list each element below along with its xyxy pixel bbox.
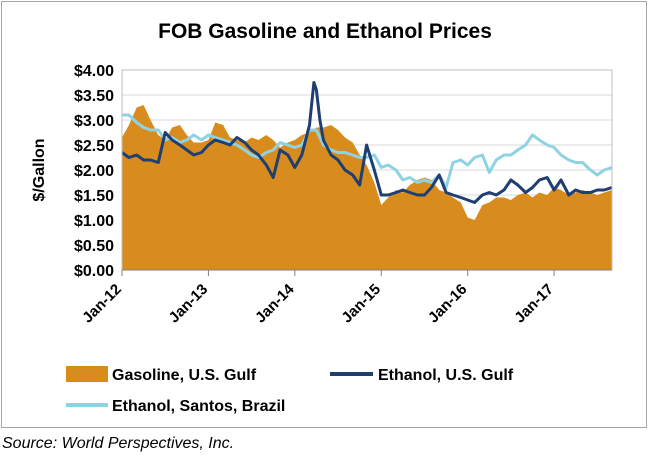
- y-tick-label: $0.50: [74, 238, 114, 255]
- ethanol-brazil-line-series: [122, 113, 613, 189]
- y-axis-ticks: $0.00 $0.50 $1.00 $1.50 $2.00 $2.50 $3.00 $3.50…: [74, 63, 114, 280]
- y-tick-label: $2.00: [74, 163, 114, 180]
- source-note: Source: World Perspectives, Inc.: [2, 435, 235, 452]
- x-tick-label: Jan-16: [425, 281, 471, 327]
- y-axis-label: $/Gallon: [31, 138, 48, 201]
- y-tick-label: $3.50: [74, 88, 114, 105]
- x-tick-label: Jan-14: [252, 280, 298, 326]
- legend: Gasoline, U.S. Gulf Ethanol, U.S. Gulf E…: [66, 366, 514, 415]
- y-tick-label: $0.00: [74, 263, 114, 280]
- ethanol-us-line-series: [121, 81, 613, 204]
- y-tick-label: $3.00: [74, 113, 114, 130]
- x-tick-label: Jan-15: [338, 281, 384, 327]
- x-axis-ticks: Jan-12 Jan-13 Jan-14 Jan-15 Jan-16 Jan-17: [79, 270, 557, 326]
- legend-label-gasoline: Gasoline, U.S. Gulf: [112, 367, 257, 384]
- x-tick-label: Jan-13: [166, 281, 212, 327]
- y-tick-label: $2.50: [74, 138, 114, 155]
- legend-label-ethanol-brazil: Ethanol, Santos, Brazil: [112, 398, 285, 415]
- y-tick-label: $4.00: [74, 63, 114, 80]
- y-tick-label: $1.50: [74, 188, 114, 205]
- chart-title: FOB Gasoline and Ethanol Prices: [158, 20, 492, 43]
- y-tick-label: $1.00: [74, 213, 114, 230]
- x-tick-label: Jan-17: [511, 281, 557, 327]
- x-tick-label: Jan-12: [79, 281, 125, 327]
- legend-swatch-gasoline: [66, 366, 108, 382]
- gasoline-area-series: [122, 105, 612, 270]
- legend-label-ethanol-us: Ethanol, U.S. Gulf: [378, 367, 514, 384]
